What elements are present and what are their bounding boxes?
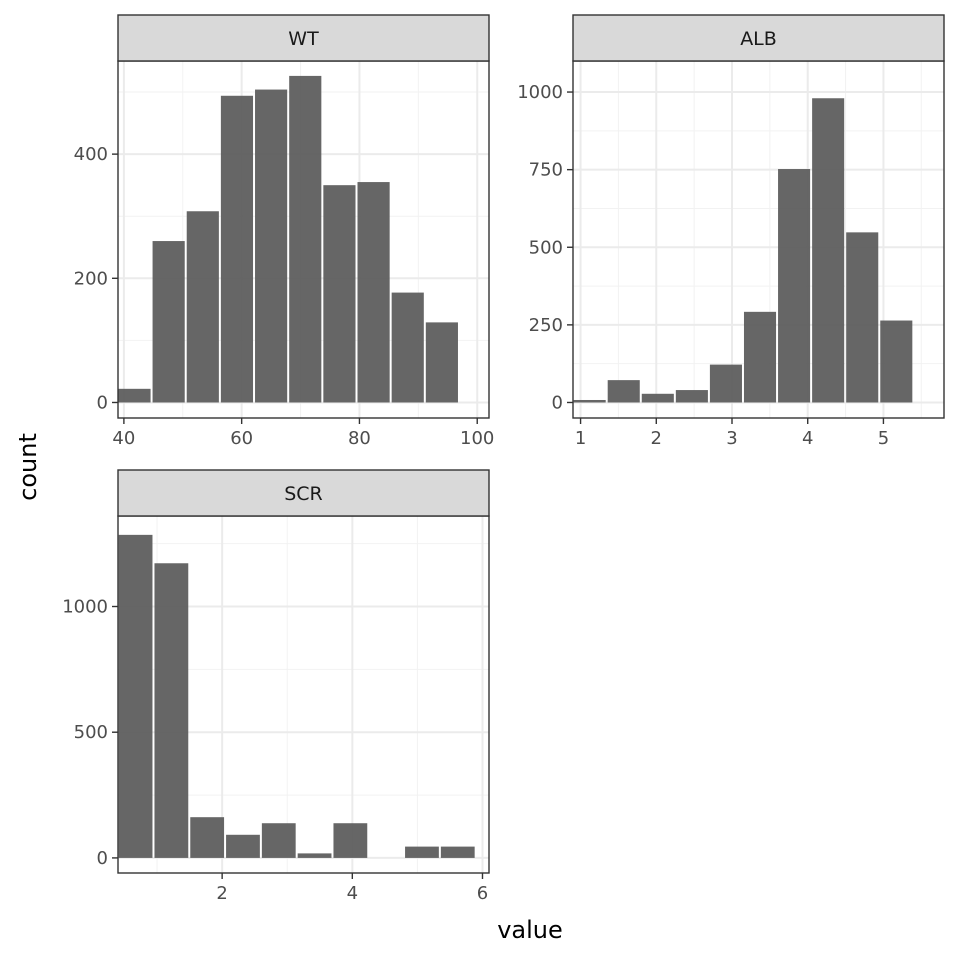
panel-wt-bar-2 <box>152 241 185 403</box>
panel-alb-y-tick-label: 500 <box>529 237 563 258</box>
panel-wt-bar-1 <box>118 388 151 403</box>
panel-alb-bar-5 <box>709 364 742 403</box>
panel-wt-x-tick-label: 60 <box>230 428 253 449</box>
panel-wt-y-tick-label: 400 <box>74 144 108 165</box>
panel-wt-bar-3 <box>186 211 219 403</box>
panel-alb: ALB 1 2 3 4 5 0 250 500 750 1000 <box>517 14 945 449</box>
panel-alb-y-tick-label: 1000 <box>517 82 563 103</box>
panel-wt-bar-9 <box>391 292 424 403</box>
panel-alb-bar-9 <box>846 232 879 403</box>
panel-alb-bar-2 <box>607 380 640 403</box>
panel-wt-bar-8 <box>357 182 390 403</box>
panel-alb-x-tick-label: 1 <box>575 428 586 449</box>
panel-wt-bar-7 <box>323 185 356 403</box>
panel-wt-x-tick-label: 100 <box>460 428 494 449</box>
panel-alb-bar-1 <box>573 399 606 403</box>
panel-scr: SCR 2 4 6 0 500 1000 <box>62 469 490 904</box>
panel-alb-y-tick-label: 0 <box>552 392 563 413</box>
panel-wt-y-tick-label: 0 <box>97 392 108 413</box>
panel-alb-strip <box>572 14 945 62</box>
panel-wt-x-tick-label: 80 <box>348 428 371 449</box>
panel-alb-bar-4 <box>675 390 708 403</box>
panel-wt-bar-4 <box>220 95 254 403</box>
panel-scr-bar-9 <box>405 846 439 858</box>
panel-wt-bar-6 <box>289 75 322 403</box>
panel-scr-x-tick-label: 2 <box>216 883 227 904</box>
panel-scr-bar-5 <box>261 823 296 858</box>
panel-wt-strip-label: WT <box>288 28 319 50</box>
y-axis-title: count <box>14 433 42 501</box>
panel-scr-x-tick-label: 4 <box>347 883 358 904</box>
panel-alb-x-tick-label: 3 <box>726 428 737 449</box>
panel-wt-bar-5 <box>255 89 288 403</box>
panel-wt: WT 40 60 80 100 0 200 400 <box>74 14 494 449</box>
panel-scr-bar-6 <box>297 853 332 858</box>
panel-scr-bar-1 <box>118 534 153 858</box>
panel-alb-bar-10 <box>880 320 913 403</box>
panel-alb-bar-8 <box>812 98 845 403</box>
panel-alb-x-tick-label: 4 <box>802 428 813 449</box>
panel-scr-strip <box>117 469 490 517</box>
panel-alb-strip-label: ALB <box>740 28 777 50</box>
panel-wt-x-tick-label: 40 <box>112 428 135 449</box>
panel-wt-strip <box>117 14 490 62</box>
panel-wt-y-tick-label: 200 <box>74 268 108 289</box>
x-axis-title: value <box>497 916 563 944</box>
panel-scr-strip-label: SCR <box>284 483 323 505</box>
panel-alb-bar-3 <box>641 393 674 403</box>
panel-scr-bar-10 <box>440 846 475 858</box>
panel-scr-y-tick-label: 500 <box>74 722 108 743</box>
panel-wt-bar-10 <box>425 322 458 403</box>
panel-alb-x-tick-label: 5 <box>878 428 889 449</box>
panel-scr-bar-7 <box>333 823 368 858</box>
panel-scr-y-tick-label: 0 <box>97 848 108 869</box>
panel-scr-y-tick-label: 1000 <box>62 597 108 618</box>
panel-scr-bar-3 <box>190 817 225 858</box>
panel-scr-bar-2 <box>154 563 189 858</box>
panel-alb-x-tick-label: 2 <box>651 428 662 449</box>
panel-scr-bar-4 <box>226 834 260 858</box>
panel-alb-bar-6 <box>743 311 777 403</box>
panel-alb-y-tick-label: 250 <box>529 315 563 336</box>
panel-alb-y-tick-label: 750 <box>529 160 563 181</box>
panel-scr-x-tick-label: 6 <box>477 883 488 904</box>
panel-alb-bar-7 <box>778 169 811 403</box>
